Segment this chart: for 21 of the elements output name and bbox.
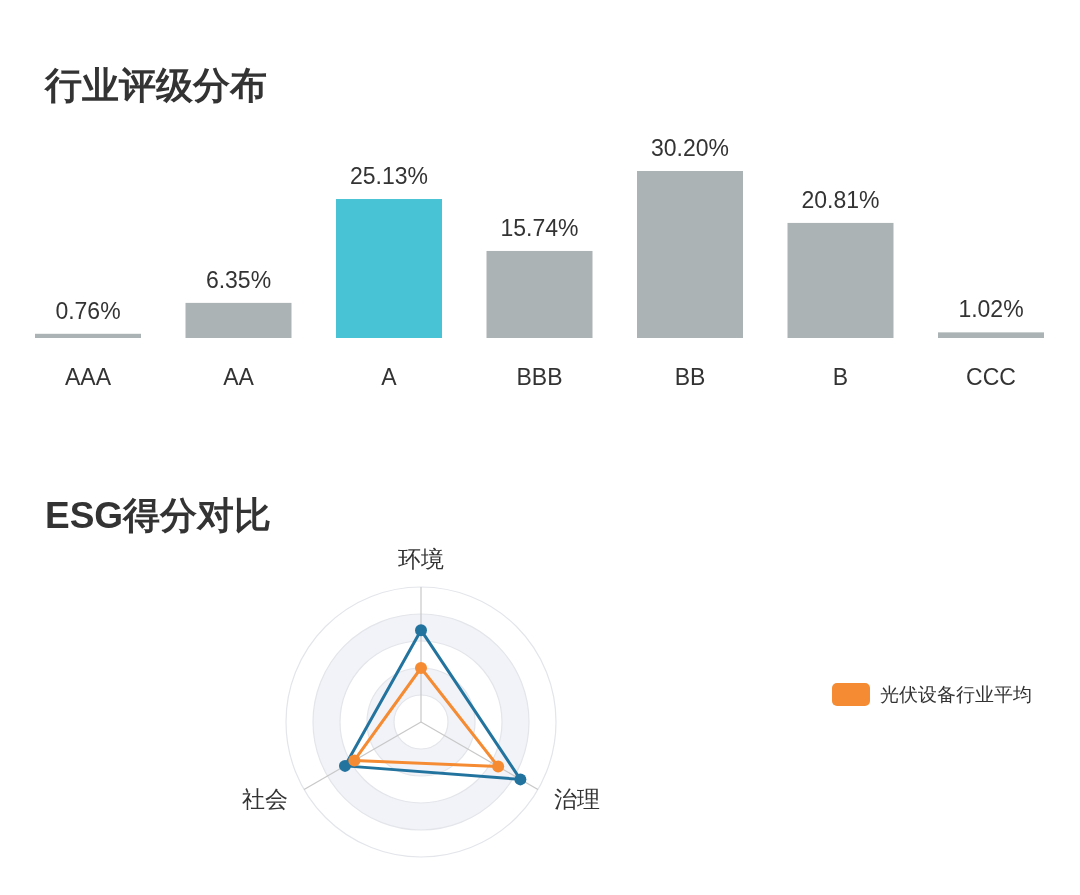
data-label: 6.35% [205, 266, 272, 293]
data-label: 0.76% [55, 297, 121, 324]
spoke-label: 治理 [553, 785, 600, 812]
x-tick-label: A [381, 364, 398, 390]
x-tick-label: BBB [516, 364, 563, 390]
x-tick-label: BB [674, 364, 706, 390]
data-label: 1.02% [958, 296, 1024, 323]
data-label: 30.20% [650, 135, 730, 161]
legend-label: 光伏设备行业平均 [880, 684, 1032, 705]
x-tick-label: CCC [966, 364, 1016, 390]
x-tick-label: B [832, 364, 849, 390]
legend-item: 光伏设备行业平均 [832, 683, 1032, 706]
spoke-label: 环境 [398, 546, 444, 572]
spoke-label: 社会 [242, 785, 289, 812]
chart-title: 行业评级分布 [44, 65, 267, 106]
chart-title: ESG得分对比 [45, 495, 272, 536]
data-label: 20.81% [801, 186, 880, 213]
data-label: 15.74% [500, 214, 579, 241]
x-tick-label: AA [223, 364, 255, 390]
x-tick-label: AAA [64, 364, 112, 390]
data-label: 25.13% [349, 163, 429, 190]
